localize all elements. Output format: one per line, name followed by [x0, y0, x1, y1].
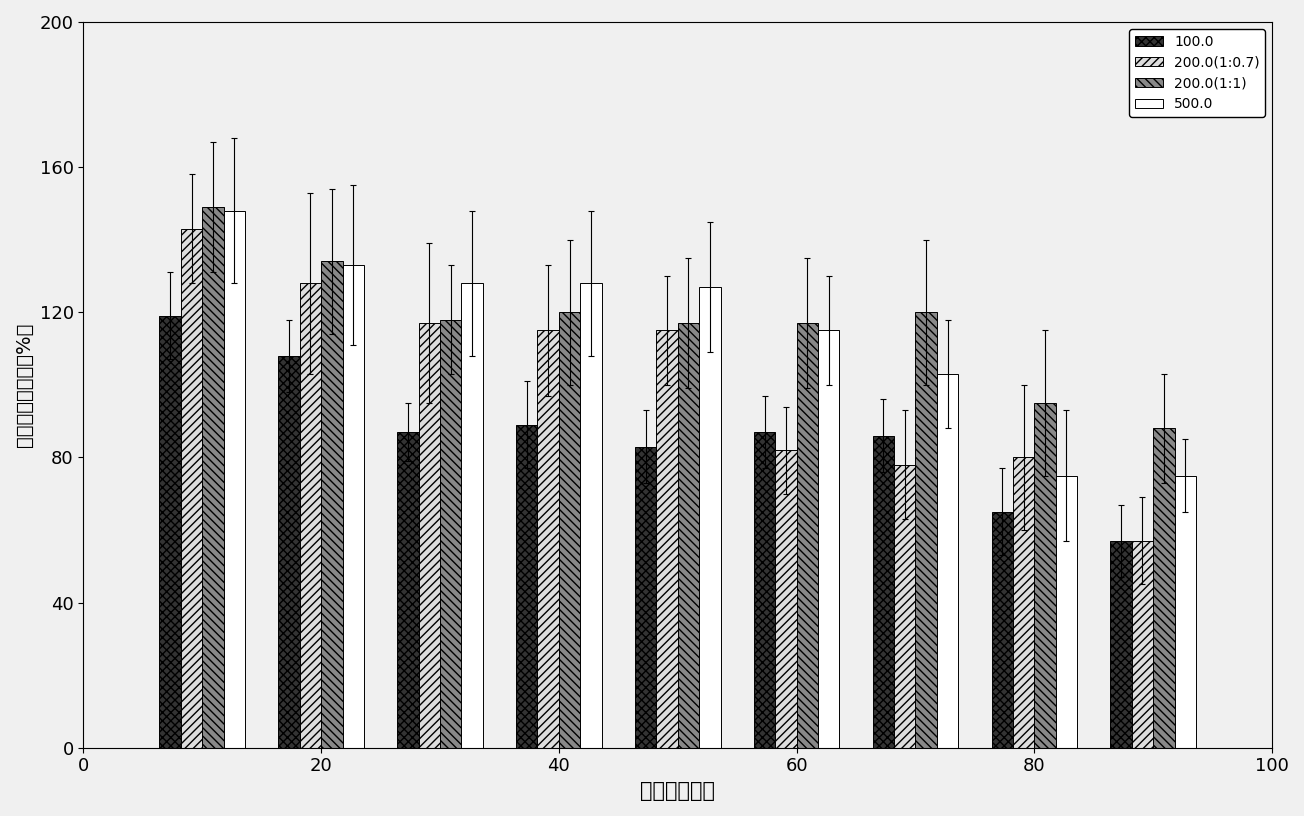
Bar [516, 425, 537, 747]
Bar [300, 283, 321, 747]
Bar [343, 265, 364, 747]
Bar [895, 464, 915, 747]
Y-axis label: 信号增强效果图（%）: 信号增强效果图（%） [16, 322, 34, 447]
Bar [1175, 476, 1196, 747]
Bar [818, 330, 840, 747]
Bar [1034, 403, 1056, 747]
Bar [1013, 458, 1034, 747]
Bar [1056, 476, 1077, 747]
Bar [202, 207, 224, 747]
Bar [1111, 541, 1132, 747]
Bar [872, 436, 895, 747]
Bar [775, 450, 797, 747]
Bar [278, 356, 300, 747]
Bar [159, 316, 181, 747]
Bar [699, 287, 721, 747]
Bar [419, 323, 439, 747]
Bar [656, 330, 678, 747]
Bar [915, 313, 936, 747]
Legend: 100.0, 200.0(1:0.7), 200.0(1:1), 500.0: 100.0, 200.0(1:0.7), 200.0(1:1), 500.0 [1129, 29, 1265, 117]
Bar [537, 330, 559, 747]
Bar [559, 313, 580, 747]
Bar [678, 323, 699, 747]
Bar [321, 261, 343, 747]
X-axis label: 时间（分钟）: 时间（分钟） [640, 781, 715, 801]
Bar [580, 283, 601, 747]
Bar [635, 446, 656, 747]
Bar [1132, 541, 1153, 747]
Bar [224, 211, 245, 747]
Bar [1153, 428, 1175, 747]
Bar [797, 323, 818, 747]
Bar [462, 283, 482, 747]
Bar [398, 432, 419, 747]
Bar [181, 228, 202, 747]
Bar [991, 512, 1013, 747]
Bar [936, 374, 958, 747]
Bar [439, 320, 462, 747]
Bar [754, 432, 775, 747]
